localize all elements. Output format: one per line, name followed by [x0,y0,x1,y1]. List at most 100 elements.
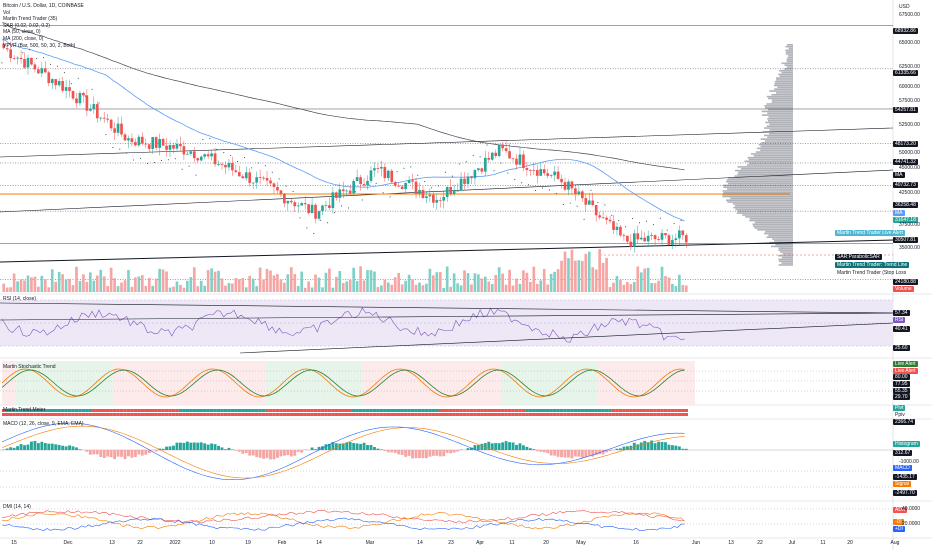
macd-tag[interactable]: -2497.70 [893,490,917,496]
vpvr-bar [778,73,793,76]
price-tag[interactable]: 24180.88 [893,279,918,285]
symbol-title[interactable]: Bitcoin / U.S. Dollar, 1D, COINBASE [3,3,84,9]
volume-bar [71,285,75,292]
stoch-tag[interactable]: Live Alert [893,361,918,367]
stoch-tag[interactable]: Live Alert [893,368,918,374]
macd-tag[interactable]: MACD [893,465,912,471]
macd-hist-bar [199,442,203,450]
price-tag[interactable]: Volume [893,286,914,292]
trend-cell [199,413,203,416]
price-tag[interactable]: 31647.18 [893,217,918,223]
volume-bar [64,279,68,292]
legend-ma-50[interactable]: MA (50, close, 0) [3,29,41,36]
price-tag[interactable]: 40732.73 [893,182,918,188]
volume-bar [300,271,304,292]
price-tag[interactable]: Martin Trend Trader (Stop Loss [835,270,909,276]
trend-cell [358,413,363,416]
dmi-tag[interactable]: +DI [893,526,905,532]
stoch-tag[interactable]: 77.95 [893,381,910,387]
candles[interactable] [2,38,688,253]
macd-hist-bar [262,450,266,459]
price-tag[interactable]: Martin Trend Trader: Trend Line [835,262,910,268]
volume-bar [390,284,394,292]
rsi-tag[interactable]: RSI [893,317,906,323]
price-tag[interactable]: MA [893,210,905,216]
candle-body [383,167,387,179]
trend-cell [15,413,20,416]
price-tag[interactable]: 48173.20 [893,141,918,147]
volume-bar [626,282,629,292]
candle-body [175,143,179,149]
candle-body [591,200,595,206]
price-tag[interactable]: 68932.86 [893,28,918,34]
macd-tag[interactable]: 312.67 [893,450,913,456]
candle-body [265,178,269,181]
trend-cell [95,413,100,416]
rsi-tag[interactable]: 25.60 [893,345,910,351]
legend-volume[interactable]: Vol [3,9,10,16]
macd-hist-bar [120,450,123,457]
stoch-pane-title[interactable]: Martin Stochastic Trend [3,364,56,370]
trend-tag[interactable]: Pivt [893,405,906,411]
volume-profile [722,44,793,266]
trend-cell [677,409,682,412]
macd-tag[interactable]: 2366.74 [893,419,916,425]
macd-hist-bar [470,447,473,450]
stoch-tag[interactable]: 55.35 [893,388,910,394]
price-tag[interactable]: MA [893,172,905,178]
vpvr-bar [765,121,793,124]
rsi-pane-title[interactable]: RSI (14, close) [3,296,37,302]
price-tag[interactable]: Martin Trend Trader Live Alert [835,230,905,236]
macd-tag[interactable]: Histogram [893,441,920,447]
trend-cell [594,409,598,412]
price-tag[interactable]: 54257.81 [893,107,918,113]
vpvr-bar [758,143,793,146]
candle-body [144,143,148,145]
price-tag[interactable]: 44741.32 [893,159,918,165]
sar-dot [84,95,86,97]
candle-body [650,235,653,236]
price-tag[interactable]: 36258.48 [893,202,918,208]
macd-pane-title[interactable]: MACD (12, 26, close, 9, EMA, EMA) [3,421,84,427]
trend-cell [324,409,328,412]
vpvr-bar [760,145,793,148]
trend-meter-title[interactable]: Martin Trend Meter [3,407,46,413]
price-tag[interactable]: 61335.66 [893,70,918,76]
legend-ma-200[interactable]: MA (200, close, 0) [3,35,44,42]
rsi-tag[interactable]: 40.41 [893,326,910,332]
dmi-pane-title[interactable]: DMI (14, 14) [3,504,31,510]
volume-bar [338,271,342,292]
price-tag[interactable]: SAR:ParabolicSAR [835,254,882,260]
macd-tag[interactable]: -1435.17 [893,474,917,480]
trend-cell [92,413,96,416]
trend-cell [43,409,48,412]
legend-vpvr[interactable]: VPVR (Bar, 500, 50, 30, 2, Both) [3,42,76,49]
trendline-upper[interactable] [0,127,894,158]
dmi-tag[interactable]: -DI [893,519,904,525]
time-tick: Aug [890,540,900,546]
trend-cell [178,413,183,416]
stoch-tag[interactable]: 29.70 [893,394,910,400]
trend-cell [296,413,300,416]
macd-hist-bar [310,447,314,450]
trend-tag[interactable]: Ppiv [893,412,907,418]
vpvr-bar [763,232,793,235]
volume-bars [2,249,688,292]
dmi-tag[interactable]: ADX [893,507,908,513]
trend-cell [182,409,186,412]
macd-hist-bar [487,441,491,450]
sar-dot [618,220,620,222]
stoch-tag[interactable]: 80.00 [893,374,910,380]
rsi-tag[interactable]: 57.34 [893,310,910,316]
trendline-support[interactable] [0,239,894,263]
trend-cell [667,409,671,412]
price-tag[interactable]: 30507.81 [893,237,918,243]
candle-body [99,117,103,119]
legend-sar[interactable]: SAR (0.02, 0.02, 0.2) [3,22,50,29]
volume-bar [113,278,116,292]
macd-tag[interactable]: Signal [893,481,911,487]
legend-martin-trend-trader[interactable]: Martin Trend Trader (35) [3,16,58,23]
trend-cell [396,413,401,416]
trend-cell [202,413,207,416]
